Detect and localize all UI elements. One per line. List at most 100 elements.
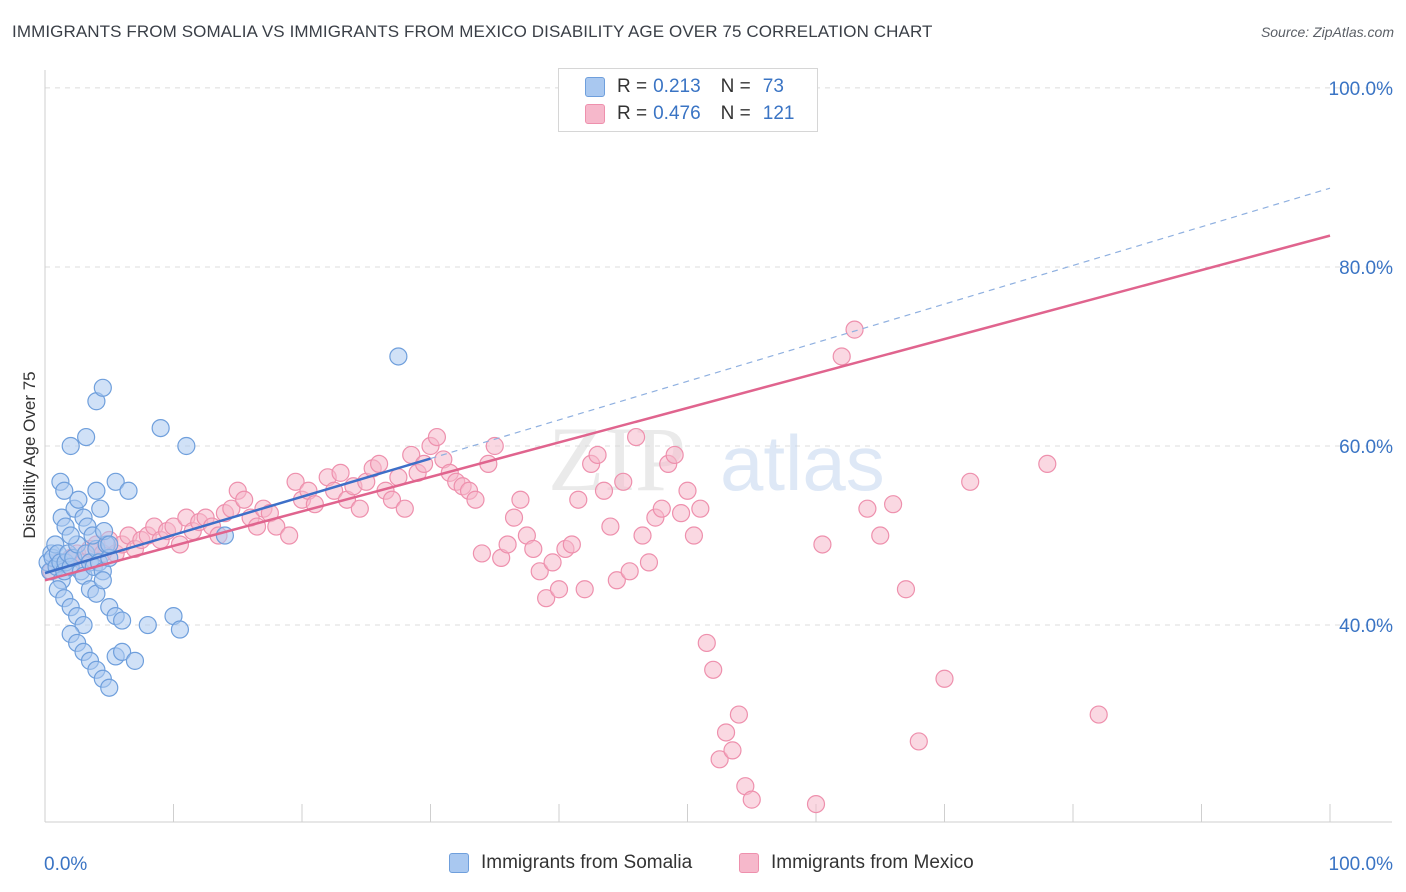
mexico-point — [427, 427, 447, 447]
mexico-point — [569, 490, 588, 509]
mexico-point — [543, 553, 562, 572]
somalia-point — [55, 481, 74, 500]
y-tick-label-60: 60.0% — [1339, 437, 1393, 458]
mexico-point — [382, 490, 402, 509]
grid-layer — [45, 87, 1392, 626]
mexico-point — [961, 472, 980, 491]
mexico-point — [594, 481, 614, 500]
axis-layer — [44, 70, 1392, 823]
legend-row-somalia: R = 0.213 N = 73 — [585, 75, 784, 99]
somalia-point — [170, 620, 190, 639]
bottom-legend-label-mexico: Immigrants from Mexico — [771, 852, 974, 873]
somalia-point — [61, 436, 80, 456]
somalia-point — [151, 418, 170, 438]
mexico-point — [652, 499, 671, 518]
legend-row-mexico: R = 0.476 N = 121 — [585, 102, 794, 126]
bottom-legend-swatch-mexico — [739, 853, 759, 873]
mexico-point — [562, 535, 581, 554]
somalia-point — [100, 535, 119, 554]
legend-r-label: R = — [617, 76, 648, 97]
somalia-point — [100, 678, 119, 697]
legend-n-label: N = — [720, 103, 751, 124]
mexico-point — [549, 580, 569, 599]
mexico-point — [665, 445, 684, 465]
somalia-point — [93, 571, 112, 590]
chart-title: IMMIGRANTS FROM SOMALIA VS IMMIGRANTS FR… — [12, 22, 933, 41]
x-tick-label-min: 0.0% — [44, 854, 87, 875]
mexico-point — [691, 499, 710, 518]
legend-r-label: R = — [617, 103, 648, 124]
mexico-point — [524, 539, 543, 559]
legend-swatch-mexico — [585, 104, 605, 124]
mexico-point — [537, 589, 556, 608]
somalia-point — [93, 378, 112, 397]
bottom-legend-somalia: Immigrants from Somalia — [449, 852, 692, 874]
somalia-trend-extension — [430, 187, 1331, 460]
mexico-point — [614, 472, 633, 491]
mexico-point — [716, 723, 736, 742]
mexico-point — [350, 499, 369, 518]
bottom-legend-swatch-somalia — [449, 853, 469, 873]
mexico-point — [331, 463, 350, 482]
mexico-point — [633, 526, 652, 545]
mexico-point — [684, 526, 704, 545]
mexico-point — [370, 454, 389, 474]
mexico-point — [935, 669, 954, 688]
mexico-point — [588, 445, 607, 465]
mexico-point — [395, 499, 414, 518]
mexico-point — [626, 427, 646, 447]
mexico-point — [704, 660, 723, 679]
mexico-point — [671, 504, 691, 523]
mexico-point — [909, 732, 928, 751]
x-tick-label-max: 100.0% — [1329, 854, 1394, 875]
mexico-point — [813, 535, 832, 554]
mexico-point — [678, 481, 697, 500]
somalia-point — [389, 347, 408, 366]
y-tick-label-80: 80.0% — [1339, 258, 1393, 279]
bottom-legend-mexico: Immigrants from Mexico — [739, 852, 974, 874]
mexico-point — [710, 750, 729, 769]
mexico-point — [280, 526, 299, 545]
legend-swatch-somalia — [585, 77, 605, 97]
mexico-point — [286, 472, 305, 491]
somalia-trend-line — [44, 457, 431, 575]
series-mexico-points — [42, 320, 1108, 814]
bottom-legend-label-somalia: Immigrants from Somalia — [481, 852, 693, 873]
mexico-point — [639, 553, 659, 572]
mexico-point — [472, 544, 491, 563]
mexico-point — [723, 741, 742, 760]
mexico-point — [729, 705, 749, 724]
somalia-point — [112, 642, 132, 662]
series-somalia-points — [38, 347, 408, 697]
legend-n-value-mexico: 121 — [762, 103, 795, 124]
legend-box: R = 0.213 N = 73 R = 0.476 N = 121 — [558, 68, 818, 132]
mexico-point — [530, 562, 549, 581]
mexico-point — [575, 580, 594, 599]
tick-labels: 40.0% 60.0% 80.0% 100.0% 0.0% 100.0% — [44, 79, 1393, 875]
somalia-point — [138, 615, 157, 635]
mexico-point — [883, 495, 903, 514]
mexico-point — [742, 790, 761, 809]
somalia-point — [119, 481, 138, 500]
mexico-point — [620, 562, 639, 581]
somalia-point — [69, 490, 88, 509]
mexico-point — [466, 490, 485, 509]
trend-layer — [44, 187, 1331, 582]
mexico-point — [1038, 454, 1057, 474]
mexico-point — [1089, 705, 1108, 724]
mexico-point — [845, 320, 864, 339]
watermark-atlas: atlas — [720, 419, 885, 507]
somalia-point — [125, 651, 145, 670]
y-tick-label-40: 40.0% — [1339, 616, 1393, 637]
somalia-point — [77, 427, 96, 447]
mexico-trend-line — [44, 234, 1331, 582]
y-tick-label-100: 100.0% — [1329, 79, 1394, 100]
mexico-point — [858, 499, 877, 518]
mexico-point — [697, 633, 716, 653]
y-axis-label: Disability Age Over 75 — [20, 371, 39, 539]
mexico-point — [601, 517, 620, 536]
somalia-point — [61, 526, 80, 545]
legend-r-value-mexico: 0.476 — [653, 103, 701, 124]
somalia-point — [106, 472, 125, 491]
mexico-point — [806, 794, 826, 814]
